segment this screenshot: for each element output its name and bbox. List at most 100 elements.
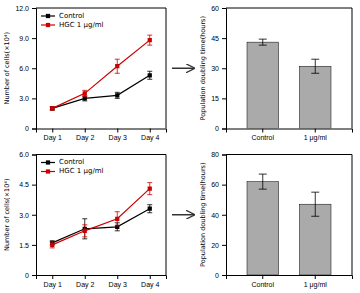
x-tick-label: Day 1 [44,281,62,289]
legend-label: Control [59,12,84,20]
y-tick-mark [32,275,36,276]
frame-line [36,8,166,9]
y-tick: 4.5 [19,181,36,188]
y-tick-label: 40 [211,211,219,218]
frame-line [166,8,167,129]
plot-area [247,39,331,128]
error-bar [115,212,120,226]
x-tick-mark [262,275,263,279]
marker [83,96,87,100]
y-axis-line [222,155,227,276]
x-tick-mark [52,129,53,133]
y-tick-label: 0 [25,125,29,132]
x-tick-label: Control [251,281,274,288]
error-bar [147,35,152,45]
x-axis-line [37,129,167,133]
x-tick-label: Day 1 [44,134,62,142]
error-bar [147,183,152,195]
marker [115,217,119,221]
y-tick-mark [32,245,36,246]
y-tick: 0 [25,125,36,132]
figure: 0 3.0 6.0 9.0 12.0 Number of cells(×10⁴) Day 1… [0,0,360,293]
x-tick: Day 3 [109,129,127,143]
y-axis-title: Number of cells(×10⁴) [3,179,11,251]
y-tick-mark [32,129,36,130]
y-axis-title: Number of cells(×10⁴) [3,32,11,104]
error-bar [147,71,152,79]
error-bar [115,92,120,98]
y-tick-mark [32,185,36,186]
marker [148,207,152,211]
x-axis-line [227,129,353,133]
x-tick-mark [52,275,53,279]
x-tick: 1 μg/ml [304,275,328,289]
y-tick: 12.0 [15,5,36,12]
y-tick-label: 6.0 [19,65,29,72]
y-tick: 6.0 [19,151,36,158]
series [50,35,153,110]
x-tick-label: Control [251,134,274,141]
legend-label: Control [59,158,84,166]
y-tick-mark [32,38,36,39]
y-tick: 60 [211,181,226,188]
y-tick-mark [222,38,226,39]
error-bar [50,242,55,248]
marker [148,38,152,42]
x-tick: Day 2 [76,129,94,143]
x-tick-mark [85,129,86,133]
x-tick-mark [315,129,316,133]
x-axis: Day 1Day 2Day 3Day 4 [37,129,167,143]
legend-entry: HGC 1 μg/ml [41,21,104,29]
plot-area [50,35,153,110]
y-tick-label: 0 [215,125,219,132]
y-axis-line [32,9,37,130]
y-tick: 80 [211,151,226,158]
y-tick-mark [222,275,226,276]
y-axis-line [222,9,227,130]
marker [83,229,87,233]
y-tick-mark [222,129,226,130]
frame-line [166,155,167,276]
x-tick: 1 μg/ml [304,129,328,143]
y-tick: 1.5 [19,242,36,249]
y-tick-label: 6.0 [19,151,29,158]
error-bar [82,219,87,239]
y-tick: 0 [215,125,226,132]
x-axis: Day 1Day 2Day 3Day 4 [37,275,167,289]
marker [83,91,87,95]
error-bar [50,107,55,110]
x-axis: Control 1 μg/ml [227,275,353,289]
x-tick-mark [315,275,316,279]
y-tick: 20 [211,242,226,249]
y-axis-title: Population doubling time(hours) [199,16,207,121]
x-tick-mark [117,129,118,133]
y-tick-label: 3.0 [19,211,29,218]
x-tick: Day 2 [76,275,94,289]
series-line [52,189,150,245]
y-tick-mark [222,8,226,9]
y-tick: 3.0 [19,211,36,218]
legend-marker [46,169,50,173]
x-tick: Control [251,275,274,288]
marker [115,64,119,68]
y-tick-label: 9.0 [19,35,29,42]
x-axis: Control 1 μg/ml [227,129,353,143]
legend-label: HGC 1 μg/ml [59,21,104,29]
legend: ControlHGC 1 μg/ml [41,158,104,175]
legend-marker [46,14,50,18]
y-tick-label: 80 [211,151,219,158]
bar [247,182,279,275]
series [50,183,153,248]
y-tick-mark [32,98,36,99]
x-tick: Day 3 [109,275,127,289]
y-tick: 6.0 [19,65,36,72]
y-tick-label: 0 [25,272,29,279]
legend-marker [46,23,50,27]
x-axis-line [227,276,353,280]
y-tick-label: 3.0 [19,95,29,102]
y-tick: 60 [211,5,226,12]
x-tick-label: Day 3 [109,134,127,142]
marker [50,106,54,110]
y-tick-mark [222,68,226,69]
error-bar [147,205,152,213]
